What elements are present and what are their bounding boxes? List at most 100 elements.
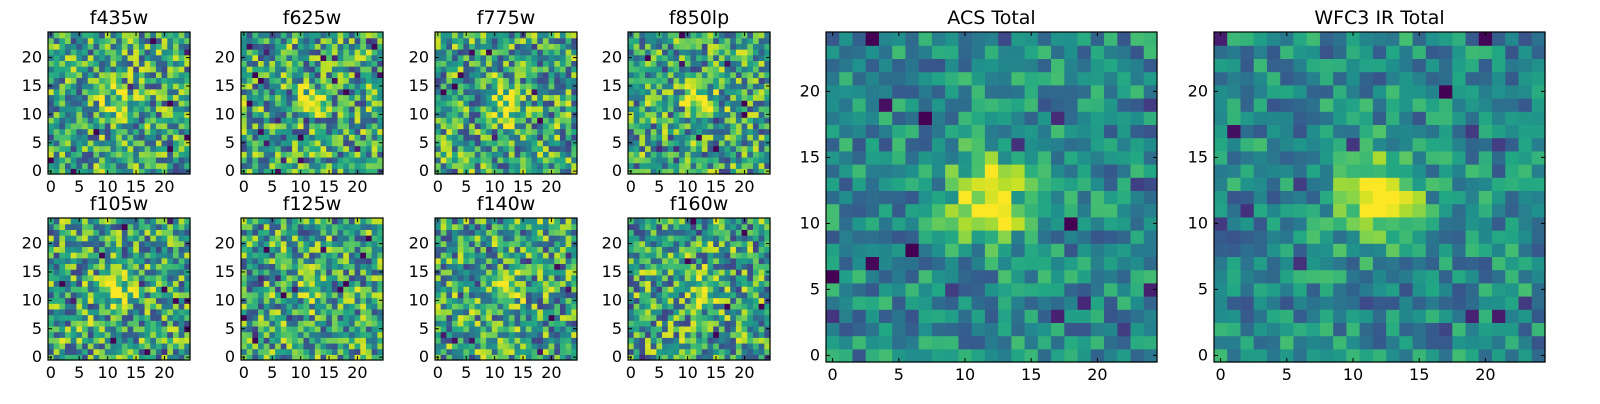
- heatmap-cell: [497, 163, 503, 169]
- heatmap-cell: [275, 292, 281, 298]
- heatmap-cell: [532, 32, 538, 38]
- heatmap-cell: [372, 55, 378, 61]
- heatmap-cell: [753, 349, 759, 355]
- heatmap-cell: [321, 94, 327, 100]
- heatmap-cell: [360, 66, 366, 72]
- heatmap-cell: [532, 343, 538, 349]
- heatmap-cell: [303, 134, 309, 140]
- heatmap-cell: [645, 94, 651, 100]
- heatmap-cell: [566, 246, 572, 252]
- heatmap-cell: [560, 32, 566, 38]
- heatmap-cell: [71, 66, 77, 72]
- heatmap-cell: [82, 298, 88, 304]
- heatmap-cell: [708, 140, 714, 146]
- heatmap-cell: [252, 77, 258, 83]
- heatmap-cell: [269, 246, 275, 252]
- heatmap-cell: [458, 134, 464, 140]
- heatmap-cell: [526, 38, 532, 44]
- heatmap-cell: [133, 309, 139, 315]
- heatmap-cell: [173, 332, 179, 338]
- heatmap-cell: [690, 298, 696, 304]
- heatmap-cell: [139, 72, 145, 78]
- heatmap-cell: [349, 129, 355, 135]
- heatmap-cell: [713, 129, 719, 135]
- heatmap-cell: [258, 55, 264, 61]
- heatmap-cell: [475, 252, 481, 258]
- heatmap-cell: [93, 337, 99, 343]
- heatmap-cell: [520, 326, 526, 332]
- heatmap-cell: [116, 94, 122, 100]
- heatmap-cell: [99, 349, 105, 355]
- heatmap-cell: [673, 269, 679, 275]
- heatmap-cell: [532, 83, 538, 89]
- heatmap-cell: [685, 326, 691, 332]
- heatmap-cell: [93, 157, 99, 163]
- heatmap-cell: [480, 229, 486, 235]
- heatmap-cell: [441, 303, 447, 309]
- heatmap-cell: [128, 298, 134, 304]
- heatmap-cell: [71, 263, 77, 269]
- heatmap-cell: [503, 60, 509, 66]
- heatmap-cell: [730, 286, 736, 292]
- heatmap-cell: [275, 269, 281, 275]
- heatmap-cell: [116, 77, 122, 83]
- heatmap-cell: [343, 157, 349, 163]
- heatmap-cell: [332, 106, 338, 112]
- heatmap-cell: [690, 89, 696, 95]
- heatmap-cell: [736, 106, 742, 112]
- heatmap-cell: [309, 280, 315, 286]
- heatmap-cell: [252, 100, 258, 106]
- heatmap-cell: [486, 332, 492, 338]
- heatmap-cell: [326, 112, 332, 118]
- heatmap-cell: [679, 117, 685, 123]
- heatmap-cell: [173, 112, 179, 118]
- heatmap-cell: [252, 292, 258, 298]
- heatmap-cell: [343, 134, 349, 140]
- heatmap-cell: [696, 83, 702, 89]
- heatmap-cell: [326, 343, 332, 349]
- heatmap-cell: [162, 258, 168, 264]
- heatmap-cell: [452, 229, 458, 235]
- heatmap-cell: [122, 32, 128, 38]
- heatmap-cell: [702, 292, 708, 298]
- heatmap-cell: [122, 241, 128, 247]
- heatmap-cell: [65, 349, 71, 355]
- heatmap-cell: [360, 298, 366, 304]
- heatmap-cell: [360, 151, 366, 157]
- heatmap-cell: [532, 224, 538, 230]
- heatmap-cell: [441, 315, 447, 321]
- heatmap-cell: [696, 292, 702, 298]
- x-tick-label: 20: [347, 363, 367, 382]
- heatmap-cell: [252, 349, 258, 355]
- heatmap-cell: [673, 332, 679, 338]
- heatmap-cell: [753, 320, 759, 326]
- heatmap-cell: [281, 72, 287, 78]
- heatmap-cell: [736, 343, 742, 349]
- heatmap-cell: [366, 326, 372, 332]
- heatmap-cell: [54, 286, 60, 292]
- heatmap-cell: [292, 77, 298, 83]
- heatmap-cell: [332, 229, 338, 235]
- heatmap-cell: [458, 94, 464, 100]
- heatmap-cell: [309, 66, 315, 72]
- heatmap-cell: [679, 349, 685, 355]
- heatmap-cell: [247, 252, 253, 258]
- heatmap-cell: [656, 100, 662, 106]
- heatmap-cell: [298, 298, 304, 304]
- heatmap-cell: [156, 94, 162, 100]
- heatmap-cell: [286, 60, 292, 66]
- heatmap-cell: [520, 134, 526, 140]
- heatmap-cell: [349, 106, 355, 112]
- heatmap-cell: [366, 343, 372, 349]
- heatmap-cell: [639, 326, 645, 332]
- heatmap-cell: [753, 337, 759, 343]
- heatmap-cell: [88, 146, 94, 152]
- heatmap-cell: [526, 163, 532, 169]
- heatmap-cell: [742, 140, 748, 146]
- heatmap-cell: [139, 286, 145, 292]
- heatmap-cell: [475, 43, 481, 49]
- heatmap-cell: [145, 235, 151, 241]
- heatmap-cell: [110, 315, 116, 321]
- heatmap-cell: [116, 235, 122, 241]
- heatmap-cell: [759, 49, 765, 55]
